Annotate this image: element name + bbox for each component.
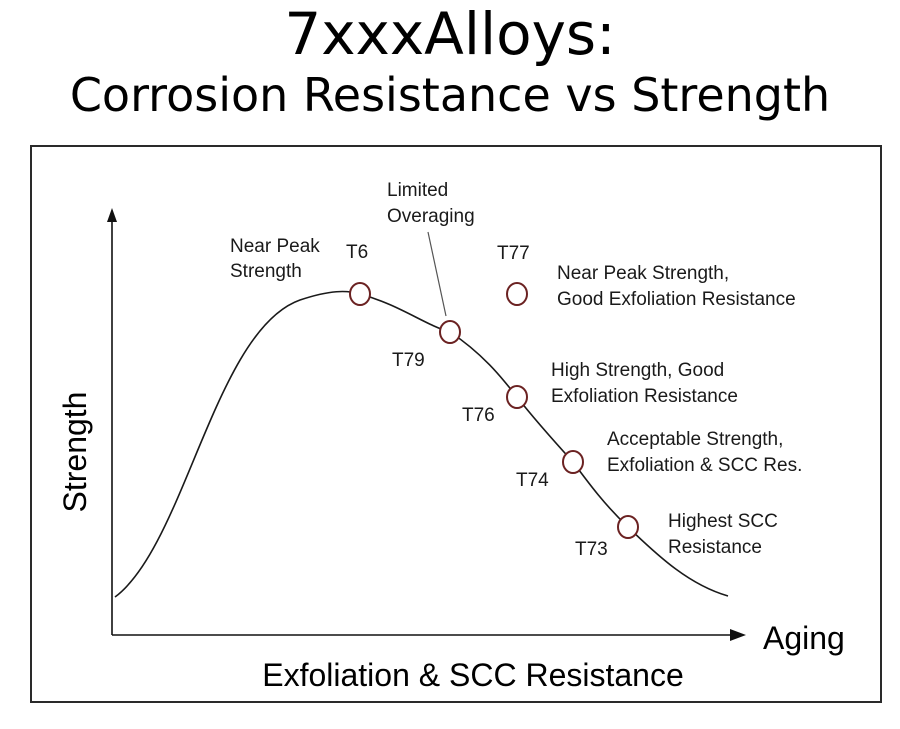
marker-t6: [349, 282, 371, 306]
desc-t74-line1: Acceptable Strength,: [607, 429, 783, 450]
desc-t79-line1: Limited: [387, 180, 448, 201]
diagram-frame: [30, 145, 882, 703]
code-t74: T74: [516, 470, 549, 491]
code-t6: T6: [346, 242, 368, 263]
marker-t77: [506, 282, 528, 306]
page-subtitle: Corrosion Resistance vs Strength: [69, 68, 831, 122]
y-axis-arrow-icon: [107, 208, 117, 222]
x-axis-arrow-icon: [730, 629, 746, 641]
desc-t77-line1: Near Peak Strength,: [557, 263, 729, 284]
x-axis-label: Exfoliation & SCC Resistance: [262, 657, 684, 693]
marker-t76: [506, 385, 528, 409]
desc-t74-line2: Exfoliation & SCC Res.: [607, 455, 802, 476]
desc-t73-line2: Resistance: [668, 537, 762, 558]
code-t77: T77: [497, 243, 530, 264]
desc-t73-line1: Highest SCC: [668, 511, 778, 532]
marker-t79: [439, 320, 461, 344]
desc-t6-line1: Near Peak: [230, 236, 320, 257]
code-t73: T73: [575, 539, 608, 560]
y-axis-label: Strength: [57, 392, 93, 513]
page-title: 7xxxAlloys:: [284, 0, 616, 68]
code-t76: T76: [462, 405, 495, 426]
marker-t73: [617, 515, 639, 539]
code-t79: T79: [392, 350, 425, 371]
desc-t79-line2: Overaging: [387, 206, 475, 227]
desc-t76-line1: High Strength, Good: [551, 360, 724, 381]
x-axis-arrow-label: Aging: [763, 620, 845, 656]
marker-t74: [562, 450, 584, 474]
desc-t76-line2: Exfoliation Resistance: [551, 386, 738, 407]
desc-t6-line2: Strength: [230, 261, 302, 282]
limited-overaging-leader: [427, 231, 447, 317]
desc-t77-line2: Good Exfoliation Resistance: [557, 289, 796, 310]
